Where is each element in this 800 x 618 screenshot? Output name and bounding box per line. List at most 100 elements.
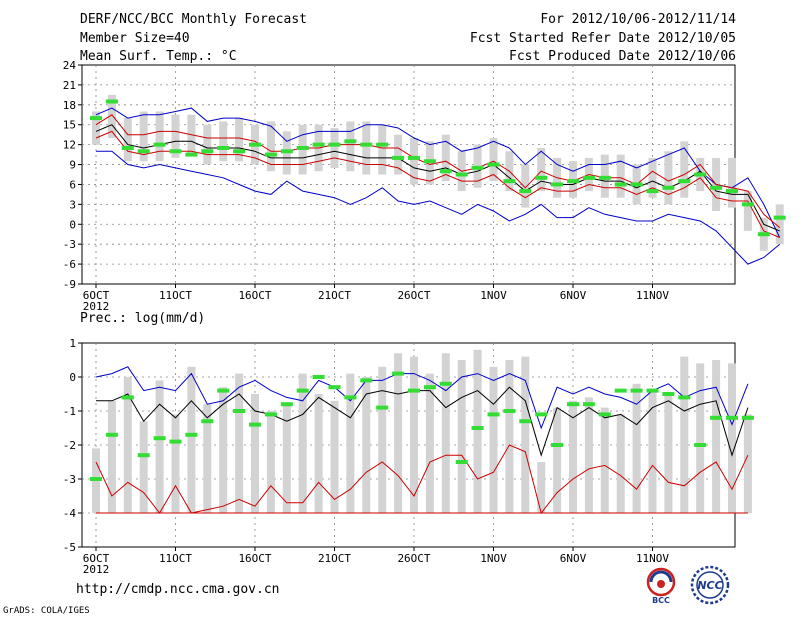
prec-median-marker [535,412,548,417]
temp-range-bar [616,154,625,198]
prec-y-tick-label: 0 [69,371,76,384]
temp-median-marker [503,179,516,184]
prec-median-marker [233,409,246,413]
prec-x-tick-label: 16OCT [238,552,271,565]
prec-range-bar [171,414,180,513]
prec-range-bar [553,407,562,513]
source-url[interactable]: http://cmdp.ncc.cma.gov.cn [76,582,280,597]
temp-median-marker [344,139,357,144]
temp-range-bar [235,118,244,162]
temp-range-bar [680,141,689,198]
temp-x-tick-label: 21OCT [318,289,351,302]
prec-range-bar [473,349,482,513]
temp-median-marker [598,175,611,180]
prec-range-bar [600,407,609,513]
prec-median-marker [630,388,643,393]
prec-median-marker [678,395,691,400]
prec-y-tick-label: 1 [69,337,76,350]
temp-y-tick-label: 21 [63,79,76,92]
prec-range-bar [743,414,752,513]
temp-range-bar [664,151,673,205]
prec-median-marker [551,443,564,447]
temp-range-bar [107,94,116,138]
prec-range-bar [569,400,577,513]
prec-range-bar [266,411,275,513]
prec-range-bar [680,356,689,513]
prec-median-marker [201,419,214,424]
prec-range-bar [298,373,307,513]
prec-median-marker [360,378,373,383]
temp-median-marker [630,182,643,187]
temp-x-tick-label: 6NOV [560,289,587,302]
temp-range-bar [155,111,164,162]
prec-median-marker [408,388,420,393]
prec-median-marker [121,395,134,400]
prec-range-bar [664,394,673,513]
temp-range-bar [378,124,387,175]
temp-median-marker [328,142,341,147]
temp-y-tick-label: 18 [63,99,76,112]
temp-range-bar [203,124,212,165]
prec-range-bar [505,360,514,513]
temp-median-marker [551,182,564,187]
prec-range-bar [584,397,593,513]
prec-x-tick-label: 11NOV [636,552,669,565]
temp-median-marker [153,142,166,147]
prec-median-marker [423,385,436,390]
prec-range-bar [203,404,212,513]
prec-range-bar [728,363,736,513]
temp-range-bar [537,147,546,192]
temp-range-bar [394,134,403,175]
prec-range-bar [107,400,116,513]
prec-y-tick-label: -3 [63,473,76,486]
temp-median-marker [360,142,373,147]
started-date: Fcst Started Refer Date 2012/10/05 [469,31,736,46]
variable-label: Mean Surf. Temp.: °C [80,49,237,64]
prec-median-marker [249,422,261,427]
temp-series-lower [95,130,780,238]
prec-panel-title: Prec.: log(mm/d) [80,311,205,326]
prec-range-bar [425,373,434,513]
temp-median-marker [726,189,738,194]
temp-series-upper [95,114,781,228]
temp-median-marker [757,232,770,237]
prec-median-marker [296,388,309,393]
temp-series-max [95,107,781,238]
temp-x-tick-label: 6OCT [83,289,110,302]
prec-range-bar [187,366,196,513]
prec-median-marker [598,412,611,417]
prec-median-marker [185,432,198,437]
temp-y-tick-label: 24 [63,59,77,72]
prec-range-bar [696,363,705,513]
prec-median-marker [90,477,102,481]
prec-y-tick-label: -4 [63,507,77,520]
temp-range-bar [219,121,228,162]
temp-range-bar [775,204,784,245]
temp-median-marker [694,172,707,177]
prec-range-bar [648,390,657,513]
prec-range-bar [219,387,228,513]
prec-median-marker [519,419,532,424]
temp-median-marker [376,142,389,147]
temp-x-tick-label: 26OCT [397,289,430,302]
ncc-logo-text: NCC [697,579,722,592]
prec-median-marker [582,402,595,407]
temp-median-marker [264,152,277,157]
temp-median-marker [710,185,723,190]
temp-range-bar [521,164,530,208]
prec-median-marker [455,460,468,464]
produced-date: Fcst Produced Date 2012/10/06 [509,49,736,64]
temp-median-marker [455,172,468,177]
prec-x-tick-label: 6OCT [83,552,110,565]
temp-median-marker [105,99,118,104]
prec-range-bar [139,421,148,513]
prec-range-bar [457,360,466,513]
prec-median-marker [567,402,579,407]
temp-median-marker [296,145,309,150]
prec-series-min [95,444,749,515]
temp-median-marker [233,149,246,154]
temp-series-min [96,150,781,265]
bcc-logo-text: BCC [652,596,670,605]
prec-median-marker [662,392,675,396]
temp-median-marker [392,155,405,160]
